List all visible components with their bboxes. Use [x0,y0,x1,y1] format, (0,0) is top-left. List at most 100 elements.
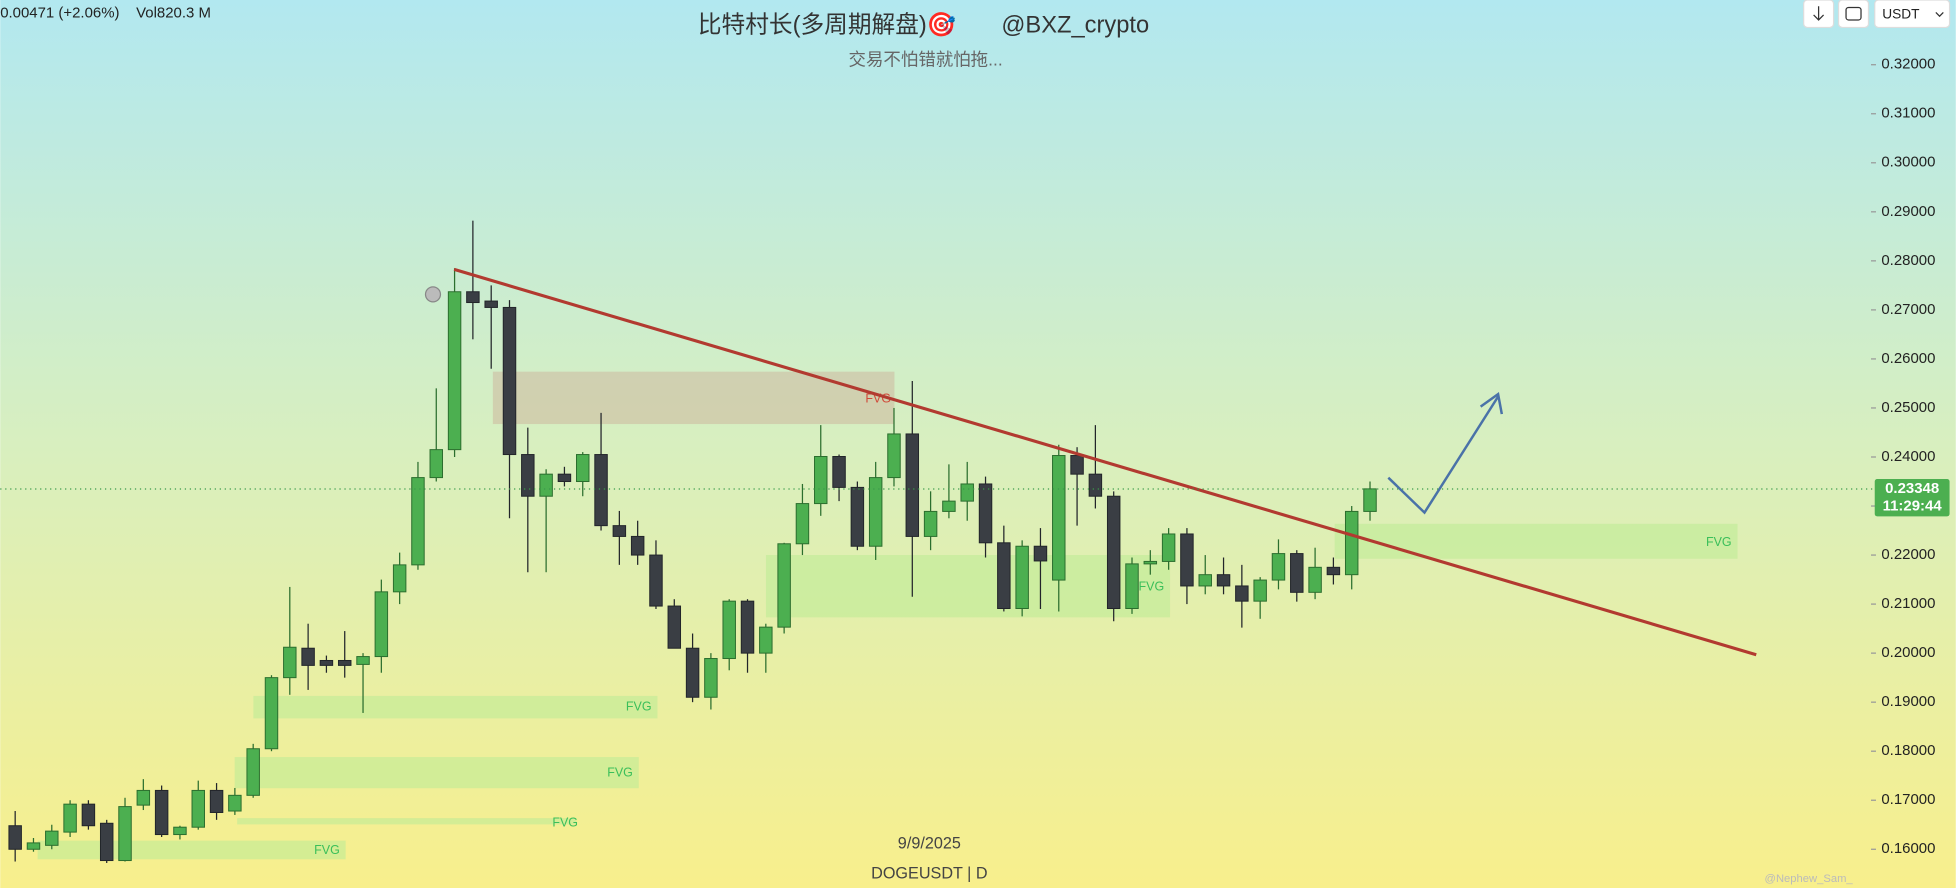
candle-body [704,658,718,698]
y-tick-label: 0.17000 [1881,791,1935,808]
currency-select[interactable] [1874,0,1951,29]
y-tick-label: 0.22000 [1881,546,1935,563]
forecast-arrow [1387,395,1500,515]
candle-body [594,454,608,527]
candle-body [576,454,590,483]
candle-body [814,456,828,505]
candle-body [649,554,663,607]
candle-body [1088,473,1103,497]
candle-body [777,543,791,628]
dropdown-icon [1935,12,1944,18]
fvg-label: FVG [865,391,891,405]
fvg-zone [1334,523,1738,559]
candle-body [795,503,810,545]
candle-body [1290,553,1304,593]
y-tick-label: 0.32000 [1881,56,1935,73]
y-tick-label: 0.26000 [1881,350,1935,367]
arrow-head [1479,391,1504,415]
last-price-label: 0.23348 [1885,480,1939,497]
trend-line [453,267,1757,657]
candle-body [228,794,242,812]
candle-body [942,500,956,512]
candle-body [1033,545,1048,562]
candle-body [923,510,938,537]
y-tick-label: 0.28000 [1881,252,1935,269]
price-change: -0.00471 (+2.06%) [0,5,120,22]
candle-body [612,525,627,537]
candle-body [1308,566,1322,593]
candle-body [722,600,736,660]
candle-body [759,626,773,654]
candle-body [466,291,480,304]
candle-body [81,803,96,827]
candle-body [319,659,334,666]
candle-body [997,542,1011,610]
candle-body [99,822,114,862]
candle-body [429,449,444,479]
y-tick-label: 0.21000 [1881,595,1935,612]
fvg-label: FVG [626,699,652,713]
candle-body [1198,574,1212,587]
y-tick-label: 0.16000 [1881,840,1935,857]
plot-area [8,220,1377,863]
candle-body [1180,533,1194,587]
candle-body [557,473,572,483]
y-tick-label: 0.18000 [1881,742,1935,759]
candle-body [1015,545,1029,610]
candle-body [630,535,645,556]
candle-body [667,605,682,649]
candle-body [447,291,462,451]
candle-body [1271,553,1286,581]
candle-body [740,600,755,654]
candle-body [960,483,974,502]
fullscreen-button[interactable] [1837,0,1870,29]
fvg-label: FVG [314,843,340,857]
y-tick-label: 0.25000 [1881,399,1935,416]
candle-body [209,789,224,813]
candle-body [1253,579,1267,602]
candle-body [887,433,901,479]
title: 比特村长(多周期解盘)🎯 [698,11,956,38]
y-tick-label: 0.27000 [1881,301,1935,318]
candle-body [905,433,920,537]
candle-body [118,806,132,862]
fullscreen-icon [1845,6,1862,21]
download-icon [1813,6,1825,21]
currency-label: USDT [1882,7,1920,22]
candle-body [191,789,205,828]
candle-body [136,789,151,806]
candle-body [283,646,297,679]
candle-body [1344,510,1359,576]
volume: Vol820.3 M [136,5,211,22]
y-tick-label: 0.30000 [1881,154,1935,171]
y-tick-label: 0.19000 [1881,693,1935,710]
y-tick-label: 0.29000 [1881,203,1935,220]
symbol: DOGEUSDT | D [871,865,987,883]
candle-body [246,748,260,796]
countdown-label: 11:29:44 [1883,497,1943,514]
subtitle: 交易不怕错就怕拖... [849,50,1003,70]
fvg-zone [234,757,639,789]
candle-body [868,477,883,547]
fvg-label: FVG [1139,580,1165,594]
candle-body [521,454,535,497]
candle-body [539,473,553,497]
fvg-zone [237,818,577,825]
handle: @BXZ_crypto [1001,12,1149,38]
candle-body [154,789,169,836]
candle-body [45,830,59,846]
candle-body [356,656,370,665]
candle-body [978,483,993,544]
y-tick-label: 0.24000 [1881,448,1935,465]
candle-body [1363,488,1377,512]
date-label: 9/9/2025 [898,835,961,853]
candle-body [8,825,22,850]
candle-body [484,300,498,308]
candle-body [685,647,700,698]
candle-body [26,842,41,850]
candle-body [1326,566,1341,576]
candle-body [63,803,77,833]
